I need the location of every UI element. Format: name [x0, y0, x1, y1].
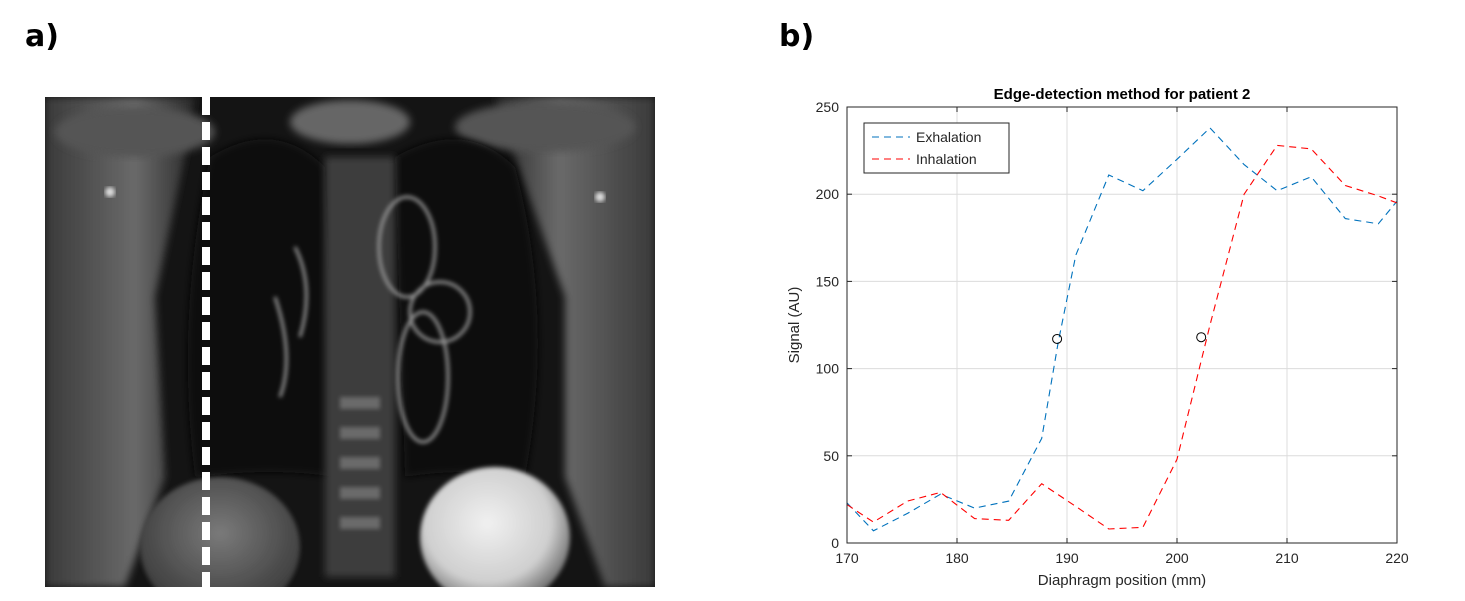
chart-panel: Edge-detection method for patient 2 170 1…: [770, 75, 1430, 601]
y-axis-title: Signal (AU): [786, 287, 803, 364]
y-tick-label: 150: [816, 273, 840, 289]
x-tick-label: 190: [1055, 550, 1079, 566]
edge-point-marker: [1196, 332, 1207, 343]
marker-layer: [1052, 332, 1207, 344]
y-tick-label: 100: [816, 361, 840, 377]
panel-label-a: a): [25, 19, 59, 54]
y-tick-label: 0: [831, 535, 839, 551]
series-layer: [846, 127, 1398, 532]
legend-label-exhalation: Exhalation: [916, 129, 981, 145]
chart-title: Edge-detection method for patient 2: [994, 86, 1251, 103]
y-tick-label: 250: [816, 99, 840, 115]
y-tick-label: 50: [823, 448, 839, 464]
x-tick-label: 210: [1275, 550, 1299, 566]
axes-box: [846, 106, 1398, 544]
x-tick-label: 170: [835, 550, 859, 566]
x-tick-label: 200: [1165, 550, 1189, 566]
series-line-exhalation: [846, 127, 1398, 532]
x-tick-labels: 170 180 190 200 210 220: [835, 550, 1409, 566]
x-tick-label: 220: [1385, 550, 1409, 566]
series-line-inhalation: [846, 144, 1398, 530]
panel-label-b: b): [779, 19, 815, 54]
x-tick-label: 180: [945, 550, 969, 566]
edge-point-marker: [1052, 333, 1063, 344]
y-tick-label: 200: [816, 186, 840, 202]
legend-label-inhalation: Inhalation: [916, 151, 977, 167]
y-tick-labels: 0 50 100 150 200 250: [816, 99, 840, 551]
x-axis-title: Diaphragm position (mm): [1038, 572, 1206, 589]
legend: Exhalation Inhalation: [863, 122, 1010, 174]
mri-image: [45, 97, 655, 587]
legend-box: [863, 122, 1010, 174]
